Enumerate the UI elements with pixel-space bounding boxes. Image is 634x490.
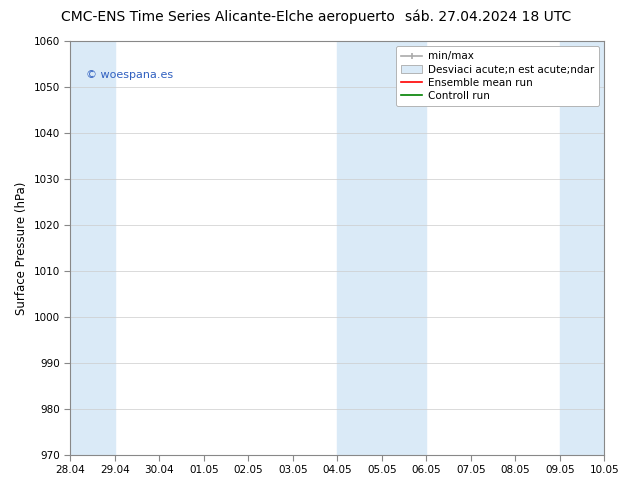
Legend: min/max, Desviaci acute;n est acute;ndar, Ensemble mean run, Controll run: min/max, Desviaci acute;n est acute;ndar… <box>396 46 599 106</box>
Text: CMC-ENS Time Series Alicante-Elche aeropuerto: CMC-ENS Time Series Alicante-Elche aerop… <box>61 10 395 24</box>
Bar <box>560 41 634 455</box>
Bar <box>70 41 115 455</box>
Text: sáb. 27.04.2024 18 UTC: sáb. 27.04.2024 18 UTC <box>405 10 571 24</box>
Y-axis label: Surface Pressure (hPa): Surface Pressure (hPa) <box>15 181 28 315</box>
Text: © woespana.es: © woespana.es <box>86 70 173 80</box>
Bar <box>337 41 426 455</box>
